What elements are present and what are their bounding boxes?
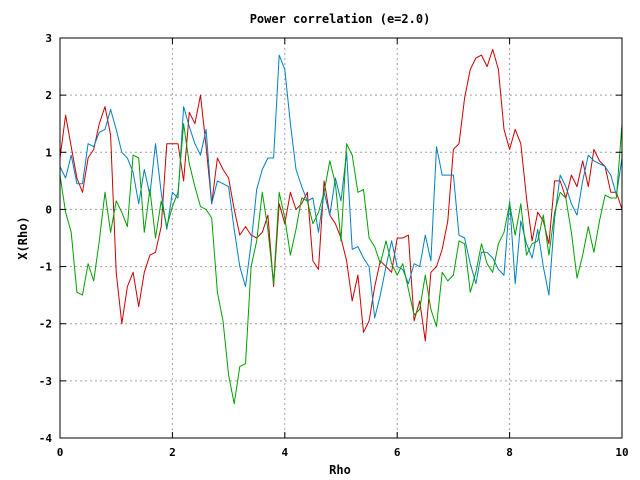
series-group [59,48,623,405]
x-tick-label: 8 [506,446,513,459]
y-tick-label: -2 [39,318,52,331]
x-axis-label: Rho [329,463,351,477]
series-line-red [59,48,623,342]
x-tick-label: 0 [57,446,64,459]
y-tick-label: 1 [45,146,52,159]
ticks: 0 2 4 6 8 10 -4 -3 -2 -1 0 1 2 3 [39,32,629,459]
series-line-green [59,123,623,405]
x-tick-label: 4 [281,446,288,459]
series-line-blue [59,54,623,319]
y-tick-label: -4 [39,432,53,445]
y-tick-label: 3 [45,32,52,45]
y-tick-label: -3 [39,375,52,388]
plot-frame [59,37,623,439]
y-tick-label: -1 [39,261,53,274]
grid [60,38,622,438]
y-tick-label: 2 [45,89,52,102]
x-tick-label: 10 [615,446,628,459]
x-tick-label: 6 [394,446,401,459]
y-tick-label: 0 [45,203,52,216]
chart-title: Power correlation (e=2.0) [250,12,431,26]
x-tick-label: 2 [169,446,176,459]
y-axis-label: X(Rho) [16,216,30,259]
